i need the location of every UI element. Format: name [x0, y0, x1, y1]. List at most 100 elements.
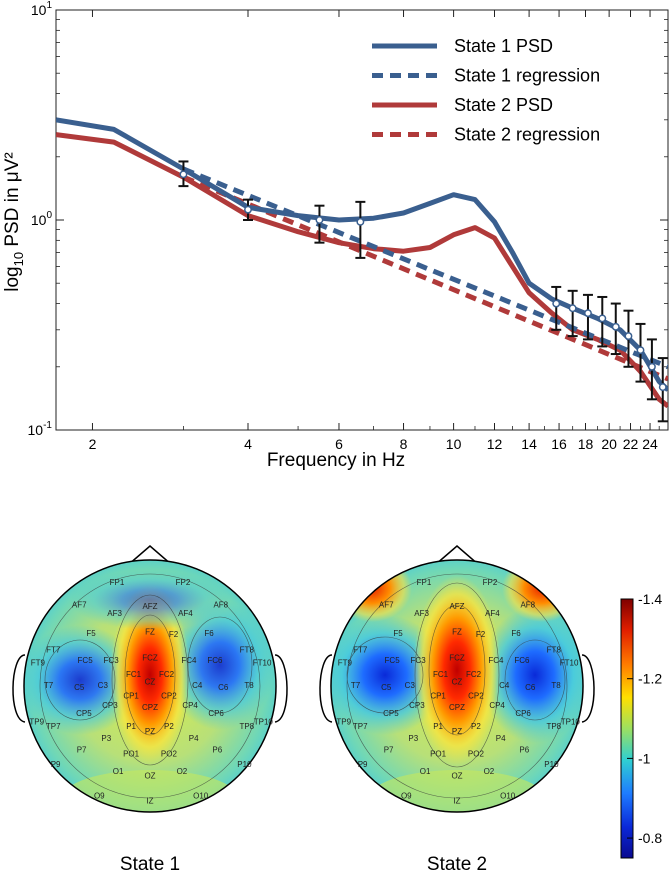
- electrode-fc6: FC6: [514, 656, 530, 665]
- electrode-c6: C6: [525, 683, 536, 692]
- electrode-oz: OZ: [451, 772, 462, 781]
- electrode-oz: OZ: [144, 772, 155, 781]
- electrode-p7: P7: [384, 746, 394, 755]
- legend-label: State 1 PSD: [454, 36, 553, 56]
- colorbar-tick-label: -1.2: [638, 671, 662, 687]
- error-bar: [567, 289, 578, 338]
- topomap-state-2: FP1 FP2 AF7 AF3 AFZ AF4 AF8 F5 FZ F2 F6 FT7 FC5 FC3 FC…: [319, 545, 595, 813]
- electrode-tp9: TP9: [29, 717, 44, 726]
- x-tick-label: 18: [578, 436, 594, 452]
- error-bar: [610, 302, 621, 356]
- electrode-p3: P3: [408, 734, 418, 743]
- electrode-fcz: FCZ: [142, 654, 158, 663]
- electrode-af3: AF3: [414, 609, 429, 618]
- topomap-state-1: FP1 FP2 AF7 AF3 AFZ AF4 AF8 F5 FZ F2 F6 FT7 FC5 FC3 FC…: [12, 545, 288, 813]
- electrode-po2: PO2: [468, 749, 485, 758]
- right-ear: [274, 654, 288, 723]
- x-tick-label: 2: [89, 436, 97, 452]
- electrode-fz: FZ: [452, 628, 462, 637]
- error-bar: [597, 295, 608, 348]
- legend-label: State 2 PSD: [454, 95, 553, 115]
- electrode-p6: P6: [212, 746, 222, 755]
- electrode-p2: P2: [471, 722, 481, 731]
- electrode-p4: P4: [496, 734, 506, 743]
- series-state-2-psd: [56, 132, 668, 409]
- electrode-o10: O10: [193, 792, 209, 801]
- electrode-tp10: TP10: [254, 717, 274, 726]
- electrode-tp9: TP9: [336, 717, 351, 726]
- electrode-afz: AFZ: [449, 602, 464, 611]
- electrode-fc2: FC2: [159, 670, 175, 679]
- electrode-cp6: CP6: [515, 709, 531, 718]
- electrode-f5: F5: [393, 629, 403, 638]
- legend-label: State 2 regression: [454, 125, 600, 145]
- electrode-af8: AF8: [213, 601, 228, 610]
- electrode-po2: PO2: [161, 749, 178, 758]
- error-bar: [178, 160, 189, 188]
- electrode-labels: FP1 FP2 AF7 AF3 AFZ AF4 AF8 F5 FZ F2 F6 FT7 FC5 FC3 FC…: [336, 578, 580, 805]
- electrode-p9: P9: [51, 760, 61, 769]
- colorbar-ticks: -1.4 -1.2 -1 -0.8: [627, 591, 662, 846]
- electrode-c6: C6: [218, 683, 229, 692]
- y-axis-label: log10 PSD in μV²: [2, 152, 26, 291]
- electrode-cp5: CP5: [383, 709, 399, 718]
- colorbar-tick-label: -0.8: [638, 830, 662, 846]
- legend-label: State 1 regression: [454, 66, 600, 86]
- electrode-tp7: TP7: [46, 722, 61, 731]
- electrode-fc5: FC5: [78, 656, 94, 665]
- electrode-cp3: CP3: [409, 701, 425, 710]
- electrode-p1: P1: [126, 722, 136, 731]
- y-tick-label: 100: [31, 210, 53, 228]
- electrode-iz: IZ: [146, 797, 153, 806]
- electrode-p6: P6: [519, 746, 529, 755]
- electrode-t8: T8: [551, 681, 561, 690]
- electrode-p9: P9: [358, 760, 368, 769]
- error-bar: [314, 204, 325, 244]
- electrode-labels: FP1 FP2 AF7 AF3 AFZ AF4 AF8 F5 FZ F2 F6 FT7 FC5 FC3 FC…: [29, 578, 273, 805]
- electrode-ft8: FT8: [547, 645, 562, 654]
- error-bar: [355, 200, 366, 259]
- electrode-afz: AFZ: [142, 602, 157, 611]
- error-bar: [657, 357, 668, 423]
- y-tick-label: 10-1: [28, 420, 53, 438]
- y-tick-label: 101: [31, 0, 53, 18]
- electrode-cp3: CP3: [102, 701, 118, 710]
- electrode-t8: T8: [244, 681, 254, 690]
- error-bar: [646, 338, 657, 401]
- electrode-o10: O10: [500, 792, 516, 801]
- x-axis-label: Frequency in Hz: [267, 450, 405, 471]
- colorbar-tick-label: -1.4: [638, 591, 662, 607]
- electrode-cz: CZ: [145, 677, 156, 686]
- electrode-f2: F2: [476, 630, 486, 639]
- electrode-p10: P10: [237, 760, 252, 769]
- electrode-tp8: TP8: [546, 722, 561, 731]
- electrode-p1: P1: [433, 722, 443, 731]
- electrode-fc4: FC4: [488, 656, 504, 665]
- electrode-cz: CZ: [452, 677, 463, 686]
- electrode-f6: F6: [204, 629, 214, 638]
- left-ear: [12, 654, 26, 723]
- left-ear: [319, 654, 333, 723]
- electrode-ft10: FT10: [560, 658, 579, 667]
- electrode-cp1: CP1: [123, 691, 139, 700]
- electrode-cp2: CP2: [468, 691, 484, 700]
- electrode-cpz: CPZ: [142, 703, 158, 712]
- electrode-f2: F2: [169, 630, 179, 639]
- x-tick-label: 20: [601, 436, 617, 452]
- electrode-ft7: FT7: [353, 645, 368, 654]
- electrode-o1: O1: [420, 767, 431, 776]
- electrode-ft9: FT9: [338, 658, 353, 667]
- head-outline: [330, 559, 584, 813]
- electrode-fp1: FP1: [110, 578, 125, 587]
- electrode-cpz: CPZ: [449, 703, 465, 712]
- legend: State 1 PSD State 1 regression State 2 PSD…: [372, 36, 600, 145]
- legend-item: State 2 regression: [372, 125, 600, 145]
- x-tick-label: 16: [551, 436, 567, 452]
- electrode-fc1: FC1: [126, 670, 142, 679]
- electrode-af7: AF7: [379, 601, 394, 610]
- electrode-ft9: FT9: [31, 658, 46, 667]
- y-axis: 10-1 100 101: [28, 0, 668, 438]
- legend-item: State 1 PSD: [372, 36, 553, 56]
